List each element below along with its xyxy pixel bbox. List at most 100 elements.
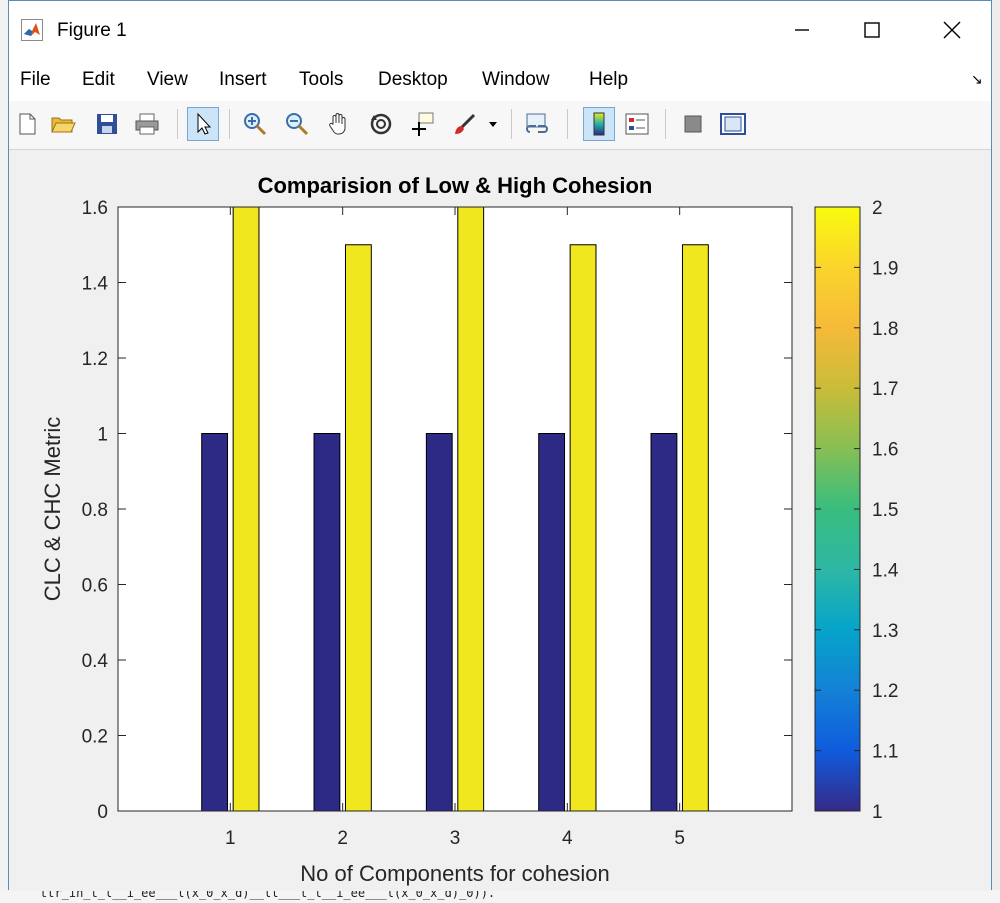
- colorbar-tick-label: 1.8: [872, 319, 898, 340]
- colorbar-tick-label: 1.9: [872, 258, 898, 279]
- y-tick-label: 1: [97, 425, 108, 446]
- data-cursor-button[interactable]: [407, 107, 439, 141]
- bar-series2-3: [457, 206, 485, 812]
- maximize-icon: [864, 22, 880, 38]
- zoom-in-icon: [244, 113, 267, 136]
- legend-icon: [625, 113, 649, 135]
- colorbar-tick-label: 1.6: [872, 440, 898, 461]
- bar-series2-2: [344, 244, 372, 812]
- open-file-button[interactable]: [47, 107, 79, 141]
- bar-series2-1: [232, 206, 260, 812]
- pan-icon: [329, 113, 346, 135]
- y-tick-label: 0: [97, 802, 108, 823]
- colorbar-icon: [593, 112, 605, 136]
- rotate-3d-icon: [370, 113, 392, 135]
- x-tick-label: 2: [337, 828, 348, 849]
- zoom-out-button[interactable]: [281, 107, 313, 141]
- toolbar-separator: [665, 109, 666, 139]
- background-code-text: ttr_in_t_l__i_ee___l(x_0_x_d)__ll___t_l_…: [40, 890, 496, 900]
- data-cursor-icon: [412, 112, 434, 136]
- rotate-3d-button[interactable]: [365, 107, 397, 141]
- toolbar-separator: [511, 109, 512, 139]
- y-tick-label: 0.4: [82, 651, 109, 672]
- show-plot-tools-icon: [720, 113, 746, 135]
- save-icon: [97, 114, 117, 134]
- bar-series1-4: [538, 433, 566, 812]
- new-figure-button[interactable]: [11, 107, 43, 141]
- open-file-icon: [51, 117, 76, 133]
- background-command-window: ttr_in_t_l__i_ee___l(x_0_x_d)__ll___t_l_…: [0, 890, 1000, 903]
- colorbar-tick-label: 2: [872, 198, 883, 219]
- background-app-left-edge: [0, 0, 8, 903]
- pointer-button[interactable]: [187, 107, 219, 141]
- pointer-icon: [197, 112, 212, 135]
- figure-toolbar: [9, 101, 991, 150]
- close-icon: [943, 21, 961, 39]
- hide-plot-tools-icon: [684, 115, 702, 133]
- menu-edit[interactable]: Edit: [82, 69, 115, 90]
- pan-button[interactable]: [323, 107, 355, 141]
- brush-icon: [455, 113, 476, 134]
- colorbar-button[interactable]: [583, 107, 615, 141]
- show-plot-tools-button[interactable]: [717, 107, 749, 141]
- toolbar-separator: [229, 109, 230, 139]
- y-tick-label: 1.2: [82, 349, 108, 370]
- x-tick-label: 5: [674, 828, 685, 849]
- y-tick-label: 0.8: [82, 500, 108, 521]
- colorbar-tick-label: 1.1: [872, 742, 898, 763]
- legend-button[interactable]: [621, 107, 653, 141]
- y-tick-label: 0.6: [82, 576, 108, 597]
- menu-desktop[interactable]: Desktop: [378, 69, 448, 90]
- x-axis-label: No of Components for cohesion: [300, 861, 609, 886]
- y-tick-label: 1.4: [82, 274, 109, 295]
- hide-plot-tools-button[interactable]: [677, 107, 709, 141]
- menu-view[interactable]: View: [147, 69, 188, 90]
- brush-dropdown-button[interactable]: [483, 107, 503, 141]
- colorbar-tick-label: 1.4: [872, 560, 899, 581]
- y-tick-label: 0.2: [82, 727, 108, 748]
- dock-arrow-icon[interactable]: ↘: [971, 71, 983, 87]
- bar-series1-2: [313, 433, 341, 812]
- link-plot-button[interactable]: [521, 107, 553, 141]
- y-tick-label: 1.6: [82, 198, 108, 219]
- toolbar-separator: [567, 109, 568, 139]
- brush-dropdown-icon: [489, 122, 497, 127]
- menu-insert[interactable]: Insert: [219, 69, 267, 90]
- matlab-icon: [21, 19, 43, 41]
- x-tick-label: 3: [450, 828, 461, 849]
- title-bar: Figure 1: [9, 1, 991, 59]
- menu-help[interactable]: Help: [589, 69, 629, 90]
- zoom-out-icon: [286, 113, 309, 136]
- menu-window[interactable]: Window: [482, 69, 550, 90]
- chart-title: Comparision of Low & High Cohesion: [258, 173, 653, 198]
- minimize-icon: [795, 29, 809, 31]
- link-plot-icon: [526, 113, 548, 133]
- toolbar-separator: [177, 109, 178, 139]
- menu-file[interactable]: File: [20, 69, 51, 90]
- save-button[interactable]: [91, 107, 123, 141]
- bar-series1-3: [425, 433, 453, 812]
- menu-tools[interactable]: Tools: [299, 69, 344, 90]
- bar-series1-1: [201, 433, 229, 812]
- colorbar-tick-label: 1.2: [872, 681, 898, 702]
- background-app-right-edge: [992, 0, 1000, 903]
- plot-area: [118, 207, 792, 811]
- maximize-button[interactable]: [849, 11, 895, 49]
- print-button[interactable]: [131, 107, 163, 141]
- x-tick-label: 1: [225, 828, 236, 849]
- print-icon: [135, 113, 159, 135]
- y-axis-label: CLC & CHC Metric: [40, 417, 65, 602]
- menu-bar: [9, 59, 991, 101]
- minimize-button[interactable]: [779, 11, 825, 49]
- bar-series1-5: [650, 433, 678, 812]
- close-button[interactable]: [929, 11, 975, 49]
- colorbar-tick-label: 1.3: [872, 621, 898, 642]
- x-tick-label: 4: [562, 828, 573, 849]
- colorbar-tick-label: 1: [872, 802, 883, 823]
- bar-series2-5: [681, 244, 709, 812]
- brush-button[interactable]: [449, 107, 481, 141]
- zoom-in-button[interactable]: [239, 107, 271, 141]
- colorbar-tick-label: 1.7: [872, 379, 898, 400]
- bar-series2-4: [569, 244, 597, 812]
